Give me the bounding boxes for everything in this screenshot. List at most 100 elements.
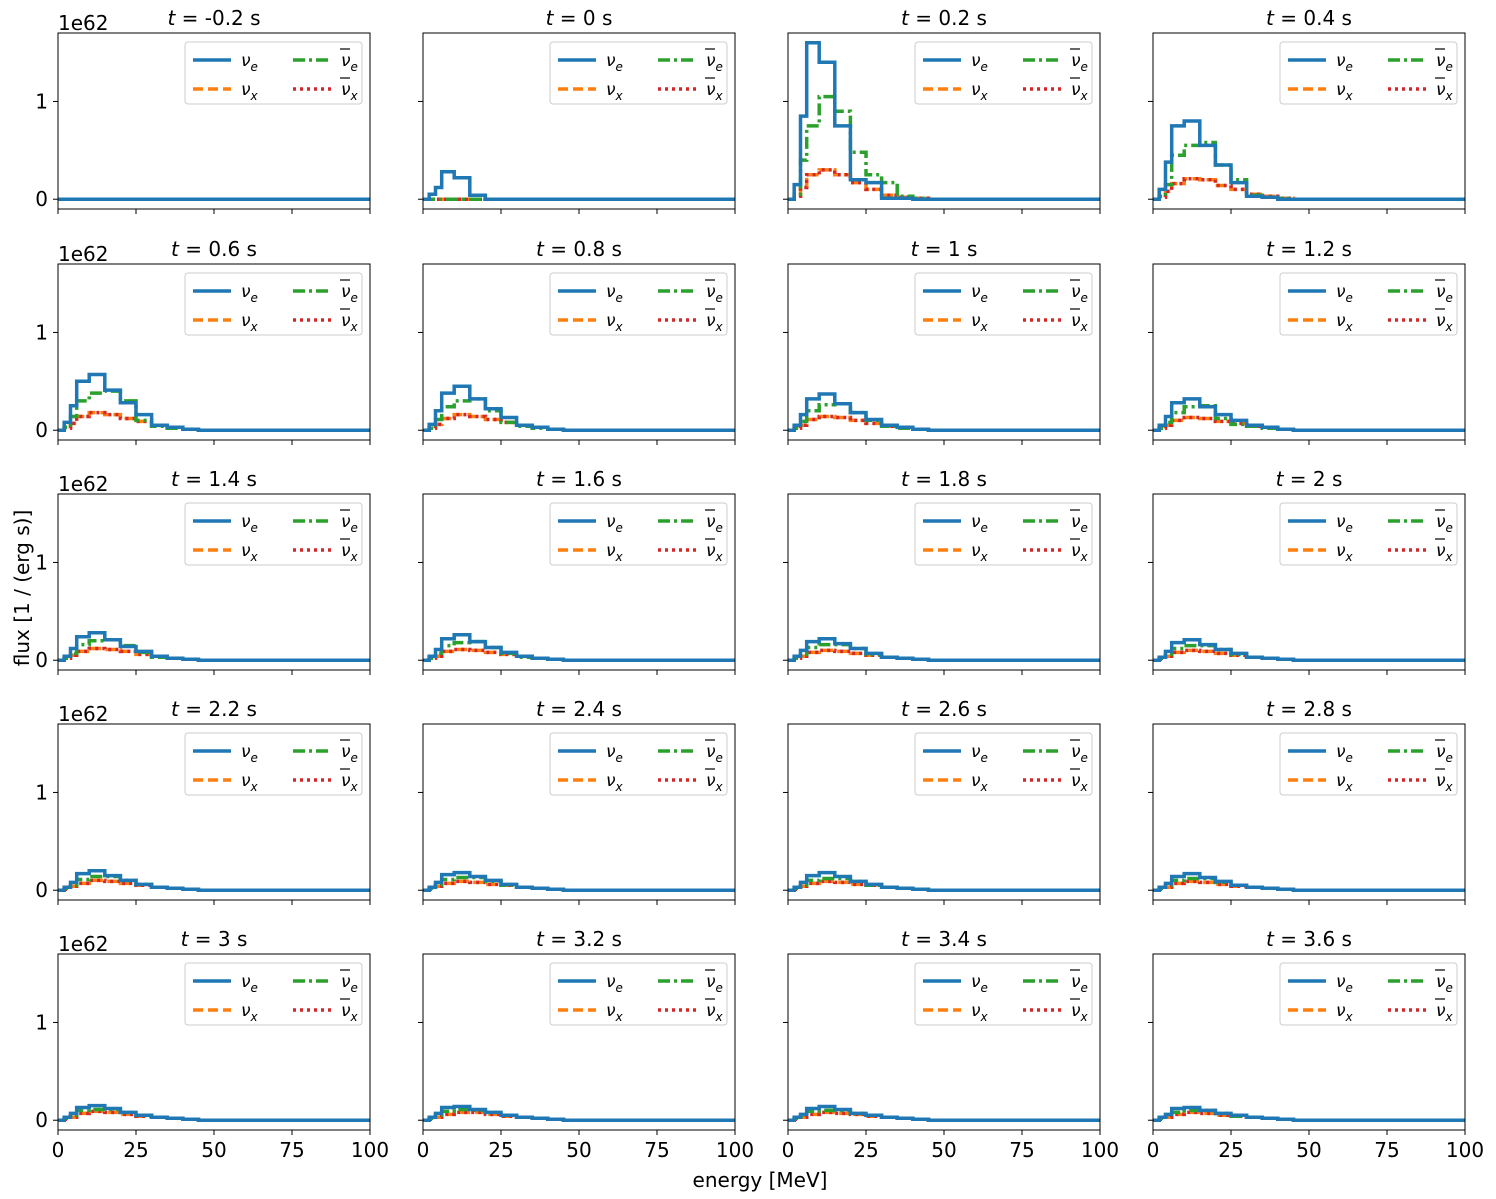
legend-label-sub: e — [1346, 981, 1353, 995]
legend-label-base: ν — [706, 282, 716, 302]
panel-title-var: t — [536, 467, 545, 491]
legend-label-base: ν — [1071, 311, 1081, 331]
legend-label-nubar_e: νe — [706, 282, 723, 305]
legend-box — [1279, 962, 1458, 1026]
legend-label-base: ν — [1436, 282, 1446, 302]
series-group — [423, 1104, 735, 1122]
series-group — [423, 870, 735, 892]
legend-label-base: ν — [1071, 742, 1081, 762]
legend-label-sub: e — [616, 521, 623, 535]
y-offset-text: 1e62 — [58, 472, 108, 496]
legend-label-base: ν — [341, 1001, 351, 1021]
legend-label-nu_e: νe — [606, 742, 623, 765]
legend-label-sub: e — [351, 291, 358, 305]
legend-label-nubar_e: νe — [1071, 972, 1088, 995]
x-tick-label: 0 — [782, 1138, 795, 1162]
x-tick-label: 0 — [1147, 1138, 1160, 1162]
series-line-nu_e — [1153, 1105, 1465, 1122]
series-group — [58, 372, 370, 432]
legend-label-base: ν — [971, 742, 981, 762]
legend-label-nu_e: νe — [1336, 512, 1353, 535]
legend-label-sub: x — [250, 1010, 259, 1024]
panel-title-value: = 1 s — [918, 237, 977, 261]
legend-box — [1279, 41, 1458, 105]
legend-label-sub: x — [350, 89, 359, 103]
legend-box — [184, 962, 363, 1026]
legend-label-sub: e — [616, 60, 623, 74]
legend-label-base: ν — [606, 512, 616, 532]
legend-label-base: ν — [606, 80, 616, 100]
legend-label-nubar_e: νe — [341, 282, 358, 305]
legend-label-nu_e: νe — [971, 51, 988, 74]
panel-title-value: = 0.6 s — [179, 237, 257, 261]
legend-label-nubar_e: νe — [1071, 512, 1088, 535]
legend-label-nubar_e: νe — [1436, 51, 1453, 74]
legend-label-sub: x — [980, 89, 989, 103]
legend-label-nubar_x: νx — [341, 541, 359, 564]
series-line-nu_x — [788, 168, 1100, 201]
legend-label-base: ν — [971, 512, 981, 532]
legend-label-nubar_x: νx — [1071, 771, 1089, 794]
legend-label-base: ν — [971, 311, 981, 331]
y-tick-label: 0 — [35, 418, 48, 442]
series-line-nu_e — [58, 372, 370, 432]
legend-label-base: ν — [241, 541, 251, 561]
legend-label-base: ν — [1336, 771, 1346, 791]
legend-label-nubar_x: νx — [1071, 311, 1089, 334]
legend-label-sub: e — [251, 291, 258, 305]
legend-label-base: ν — [971, 1001, 981, 1021]
panel-title-value: = 2.8 s — [1274, 697, 1352, 721]
panel-title-value: = 0.2 s — [909, 6, 987, 30]
panel-title-var: t — [901, 467, 910, 491]
y-tick-label: 1 — [35, 89, 48, 113]
legend-label-sub: e — [1346, 291, 1353, 305]
panel-title-var: t — [901, 697, 910, 721]
series-line-nubar_e — [1153, 876, 1465, 892]
panel-title: t = 2.4 s — [536, 697, 622, 721]
legend-label-sub: e — [616, 751, 623, 765]
legend-label-nu_e: νe — [241, 972, 258, 995]
legend-label-sub: e — [1346, 751, 1353, 765]
legend-label-sub: x — [250, 320, 259, 334]
x-tick-label: 100 — [1081, 1138, 1119, 1162]
legend-label-sub: e — [1081, 60, 1088, 74]
y-tick-label: 1 — [35, 780, 48, 804]
legend-label-base: ν — [1071, 972, 1081, 992]
panel-title-value: = 2.6 s — [909, 697, 987, 721]
legend-label-nubar_x: νx — [1436, 80, 1454, 103]
legend-label-sub: e — [716, 521, 723, 535]
legend-label-sub: e — [981, 751, 988, 765]
legend-label-sub: x — [1080, 320, 1089, 334]
legend-label-nubar_e: νe — [1071, 51, 1088, 74]
legend-label-sub: x — [1445, 550, 1454, 564]
legend-label-base: ν — [1436, 1001, 1446, 1021]
x-tick-label: 25 — [853, 1138, 878, 1162]
legend-label-sub: e — [1346, 60, 1353, 74]
series-line-nubar_e — [1153, 140, 1465, 201]
legend-label-base: ν — [1336, 282, 1346, 302]
panel-title: t = 0 s — [546, 6, 613, 30]
x-tick-label: 100 — [1446, 1138, 1484, 1162]
series-group — [423, 170, 735, 201]
legend-box — [184, 41, 363, 105]
legend-label-nubar_x: νx — [341, 771, 359, 794]
legend-label-nubar_x: νx — [1071, 541, 1089, 564]
legend-box — [184, 732, 363, 796]
series-line-nu_e — [423, 384, 735, 432]
legend-label-base: ν — [1436, 51, 1446, 71]
legend-label-nubar_x: νx — [706, 771, 724, 794]
legend-label-nu_x: νx — [1336, 311, 1354, 334]
legend-label-nubar_e: νe — [341, 512, 358, 535]
series-group — [1153, 119, 1465, 201]
panel-title-var: t — [181, 927, 190, 951]
panel-title-value: = 3.6 s — [1274, 927, 1352, 951]
legend-label-base: ν — [241, 51, 251, 71]
series-line-nu_e — [1153, 119, 1465, 201]
legend-label-base: ν — [606, 541, 616, 561]
